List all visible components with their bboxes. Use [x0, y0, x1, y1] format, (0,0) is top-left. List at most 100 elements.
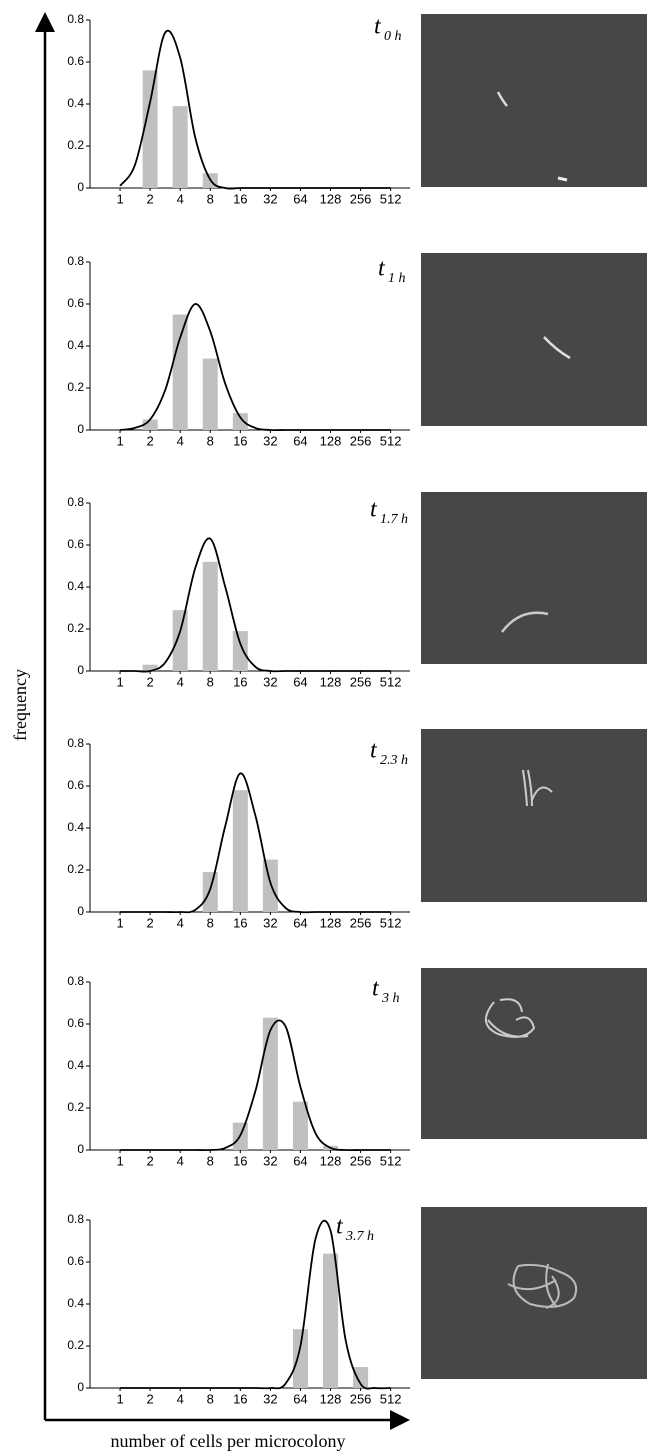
x-tick-label: 1: [116, 1153, 123, 1168]
x-tick-label: 8: [207, 1391, 214, 1406]
x-tick-label: 1: [116, 915, 123, 930]
x-tick-label: 8: [207, 1153, 214, 1168]
panel-title: t: [374, 14, 382, 40]
y-tick-label: 0.2: [67, 621, 84, 635]
bar: [142, 664, 158, 671]
bar: [142, 70, 158, 188]
panel-title: t: [336, 1214, 344, 1240]
panel-title: t: [378, 256, 386, 282]
x-tick-label: 2: [147, 915, 154, 930]
x-tick-label: 32: [263, 1153, 277, 1168]
y-tick-label: 0.8: [67, 495, 84, 509]
panel: 0 0.2 0.4 0.6 0.8 1 2 4 8 16 32 64 128 256 512 t 3.7 h: [67, 1212, 410, 1406]
cell: [501, 611, 549, 633]
y-tick-label: 0.4: [67, 579, 84, 593]
panel: 0 0.2 0.4 0.6 0.8 1 2 4 8 16 32 64 128 256 512 t 0 h: [67, 12, 410, 206]
bar: [172, 610, 188, 671]
panel-subtitle: 3.7 h: [345, 1229, 374, 1244]
x-tick-label: 2: [147, 191, 154, 206]
x-tick-label: 8: [207, 915, 214, 930]
x-tick-label: 512: [380, 433, 402, 448]
x-tick-label: 4: [177, 433, 184, 448]
y-tick-label: 0.6: [67, 296, 84, 310]
y-tick-label: 0.8: [67, 974, 84, 988]
x-tick-label: 1: [116, 1391, 123, 1406]
bar: [353, 1367, 369, 1388]
x-tick-label: 512: [380, 915, 402, 930]
bar: [142, 419, 158, 430]
x-label: number of cells per microcolony: [111, 1431, 346, 1451]
y-tick-label: 0: [77, 180, 84, 194]
micrographs: [421, 14, 647, 1379]
x-tick-label: 2: [147, 1391, 154, 1406]
x-tick-label: 512: [380, 1153, 402, 1168]
x-tick-label: 8: [207, 433, 214, 448]
cell: [522, 769, 553, 807]
y-tick-label: 0.4: [67, 1058, 84, 1072]
x-tick-label: 64: [293, 433, 307, 448]
bar: [292, 1101, 308, 1150]
micrograph: [421, 253, 647, 426]
y-tick-label: 0.4: [67, 338, 84, 352]
x-tick-label: 4: [177, 915, 184, 930]
x-tick-label: 128: [320, 1391, 342, 1406]
x-tick-label: 64: [293, 674, 307, 689]
x-tick-label: 256: [350, 433, 372, 448]
panel: 0 0.2 0.4 0.6 0.8 1 2 4 8 16 32 64 128 256 512 t 1.7 h: [67, 495, 410, 689]
panel-title: t: [372, 976, 380, 1002]
cell: [485, 998, 536, 1038]
y-tick-label: 0.6: [67, 778, 84, 792]
x-tick-label: 256: [350, 1153, 372, 1168]
x-tick-label: 2: [147, 433, 154, 448]
micrograph: [421, 729, 647, 902]
bar: [202, 872, 218, 912]
y-tick-label: 0.8: [67, 1212, 84, 1226]
bar: [232, 413, 248, 430]
y-tick-label: 0: [77, 1142, 84, 1156]
x-tick-label: 32: [263, 191, 277, 206]
y-tick-label: 0.4: [67, 1296, 84, 1310]
bar: [262, 1017, 278, 1150]
x-tick-label: 256: [350, 915, 372, 930]
x-tick-label: 1: [116, 191, 123, 206]
x-tick-label: 16: [233, 1391, 247, 1406]
micrograph: [421, 14, 647, 187]
x-tick-label: 32: [263, 674, 277, 689]
x-tick-label: 4: [177, 191, 184, 206]
cell: [543, 336, 571, 360]
fit-curve: [120, 1219, 391, 1390]
y-tick-label: 0.6: [67, 537, 84, 551]
y-tick-label: 0: [77, 663, 84, 677]
fit-curve: [120, 537, 391, 673]
bar: [323, 1253, 339, 1388]
x-tick-label: 32: [263, 1391, 277, 1406]
y-tick-label: 0.8: [67, 12, 84, 26]
x-tick-label: 512: [380, 191, 402, 206]
panel-subtitle: 2.3 h: [380, 753, 408, 768]
x-tick-label: 128: [320, 191, 342, 206]
x-tick-label: 16: [233, 191, 247, 206]
y-tick-label: 0.2: [67, 862, 84, 876]
panel-subtitle: 1.7 h: [380, 512, 408, 527]
x-tick-label: 4: [177, 674, 184, 689]
micrograph: [421, 1207, 647, 1379]
panel-subtitle: 3 h: [381, 991, 400, 1006]
cell: [507, 1263, 578, 1309]
bar: [172, 106, 188, 188]
y-tick-label: 0.2: [67, 1338, 84, 1352]
x-tick-label: 2: [147, 674, 154, 689]
panel-title: t: [370, 738, 378, 764]
bar: [232, 631, 248, 671]
x-tick-label: 1: [116, 674, 123, 689]
x-tick-label: 16: [233, 433, 247, 448]
fit-curve: [120, 772, 391, 914]
fit-curve: [120, 1019, 391, 1152]
cell: [496, 91, 508, 107]
cell: [557, 176, 568, 182]
bar: [232, 790, 248, 912]
x-tick-label: 128: [320, 433, 342, 448]
y-tick-label: 0: [77, 1380, 84, 1394]
micrograph: [421, 492, 647, 664]
